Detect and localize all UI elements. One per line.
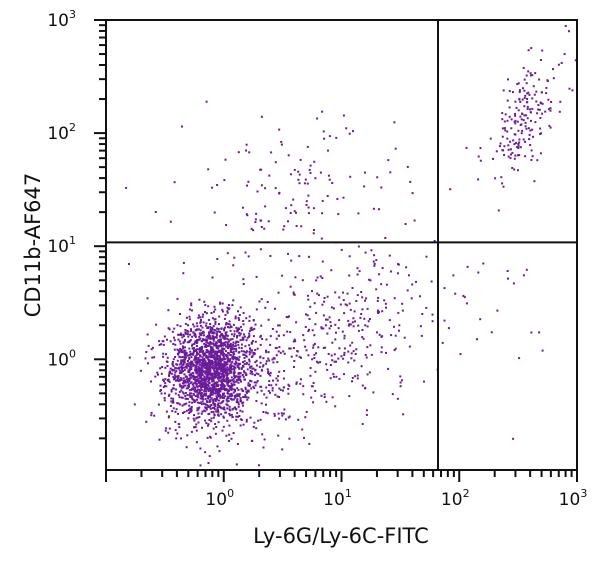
y-tick-label: 103 — [47, 8, 76, 31]
y-tick-label: 100 — [47, 347, 76, 370]
y-axis-title: CD11b-AF647 — [21, 173, 45, 318]
y-axis-tick-labels: 100 101 102 103 — [47, 8, 76, 370]
x-tick-label: 102 — [441, 487, 470, 510]
y-axis-ticks — [94, 19, 106, 440]
x-tick-label: 100 — [205, 487, 234, 510]
scatter-points — [125, 25, 577, 467]
quadrant-gates — [106, 20, 577, 470]
y-tick-label: 101 — [47, 234, 76, 257]
x-tick-label: 101 — [323, 487, 352, 510]
x-axis-title: Ly-6G/Ly-6C-FITC — [253, 524, 429, 548]
x-axis-tick-labels: 100 101 102 103 — [205, 487, 587, 510]
x-axis-ticks — [105, 470, 578, 482]
x-tick-label: 103 — [559, 487, 588, 510]
y-tick-label: 102 — [47, 121, 76, 144]
